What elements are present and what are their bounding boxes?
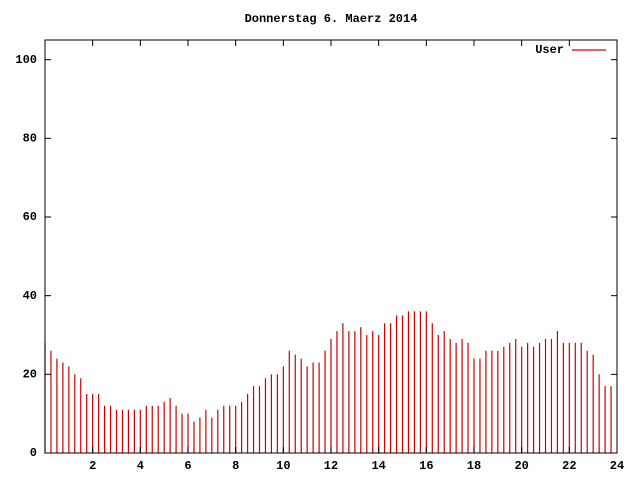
y-tick-label: 80 xyxy=(23,132,37,146)
chart-title: Donnerstag 6. Maerz 2014 xyxy=(245,12,418,26)
x-tick-label: 16 xyxy=(419,459,433,473)
x-tick-label: 20 xyxy=(514,459,528,473)
legend-label: User xyxy=(535,43,564,57)
x-tick-label: 6 xyxy=(184,459,191,473)
x-tick-label: 22 xyxy=(562,459,576,473)
x-tick-label: 18 xyxy=(467,459,481,473)
x-tick-label: 14 xyxy=(371,459,385,473)
x-tick-label: 24 xyxy=(610,459,624,473)
y-tick-label: 40 xyxy=(23,289,37,303)
x-tick-label: 8 xyxy=(232,459,239,473)
x-tick-label: 10 xyxy=(276,459,290,473)
y-tick-label: 0 xyxy=(30,446,37,460)
x-tick-label: 4 xyxy=(137,459,144,473)
x-tick-label: 12 xyxy=(324,459,338,473)
y-tick-label: 20 xyxy=(23,368,37,382)
y-tick-label: 100 xyxy=(15,53,37,67)
y-tick-label: 60 xyxy=(23,210,37,224)
x-tick-label: 2 xyxy=(89,459,96,473)
